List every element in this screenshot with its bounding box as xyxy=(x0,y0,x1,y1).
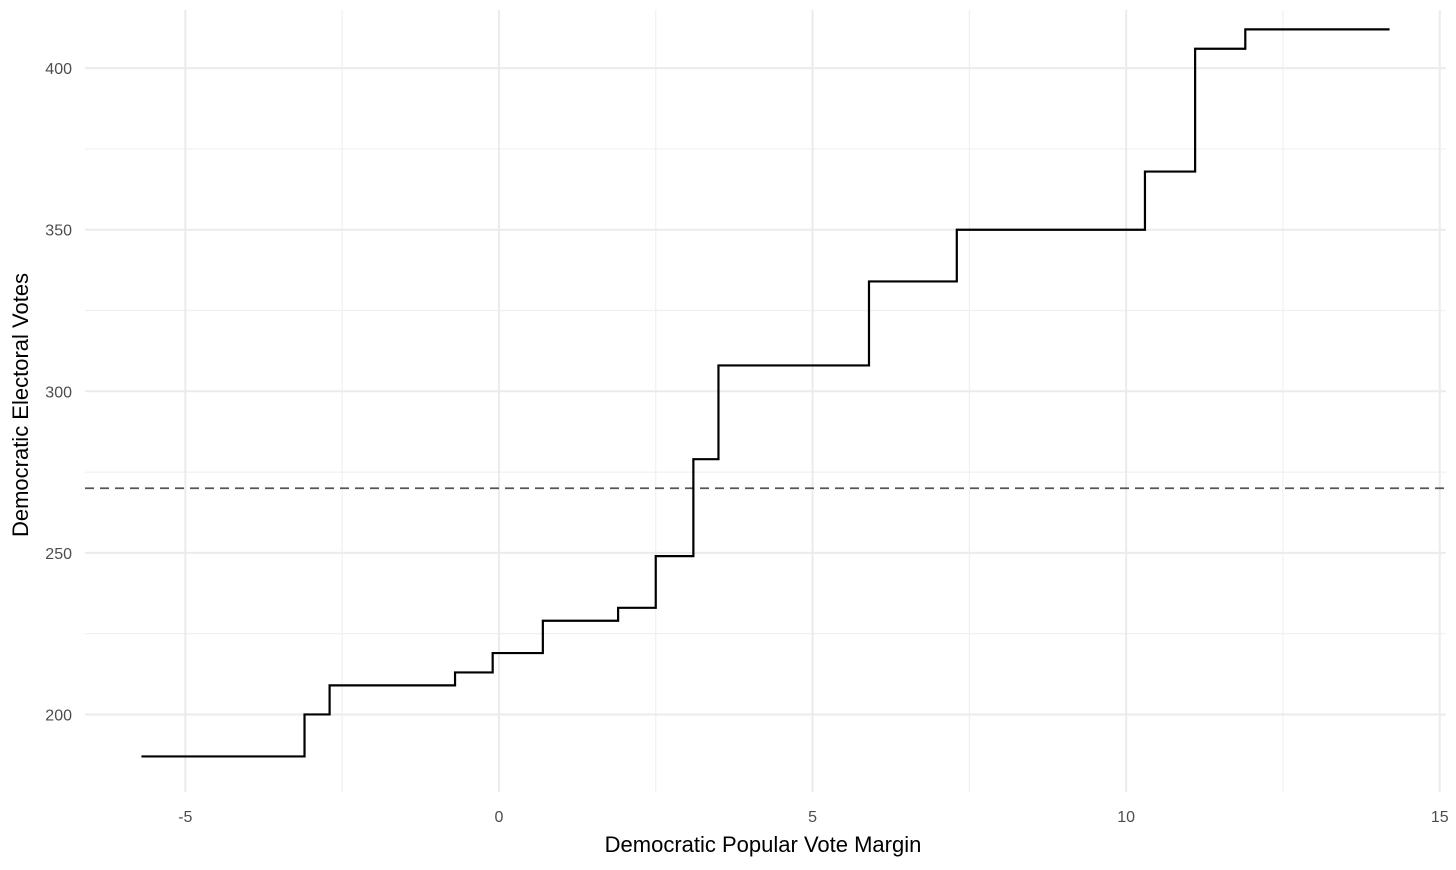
step-line-series xyxy=(141,28,1390,758)
y-tick-label: 250 xyxy=(45,546,72,563)
x-tick-label: 15 xyxy=(1431,809,1449,826)
x-axis-title: Democratic Popular Vote Margin xyxy=(605,832,922,857)
x-axis-tick-labels: -5 0 5 10 15 xyxy=(178,809,1448,826)
y-axis-title: Democratic Electoral Votes xyxy=(8,273,33,537)
x-tick-label: 10 xyxy=(1117,809,1135,826)
x-tick-label: -5 xyxy=(178,809,192,826)
y-tick-label: 200 xyxy=(45,707,72,724)
minor-gridlines xyxy=(85,10,1446,792)
series-layer xyxy=(141,28,1390,758)
y-axis-tick-labels: 200 250 300 350 400 xyxy=(45,61,72,724)
y-tick-label: 350 xyxy=(45,223,72,240)
y-tick-label: 400 xyxy=(45,61,72,78)
y-tick-label: 300 xyxy=(45,384,72,401)
x-tick-label: 5 xyxy=(808,809,817,826)
x-tick-label: 0 xyxy=(494,809,503,826)
major-gridlines xyxy=(85,10,1446,792)
